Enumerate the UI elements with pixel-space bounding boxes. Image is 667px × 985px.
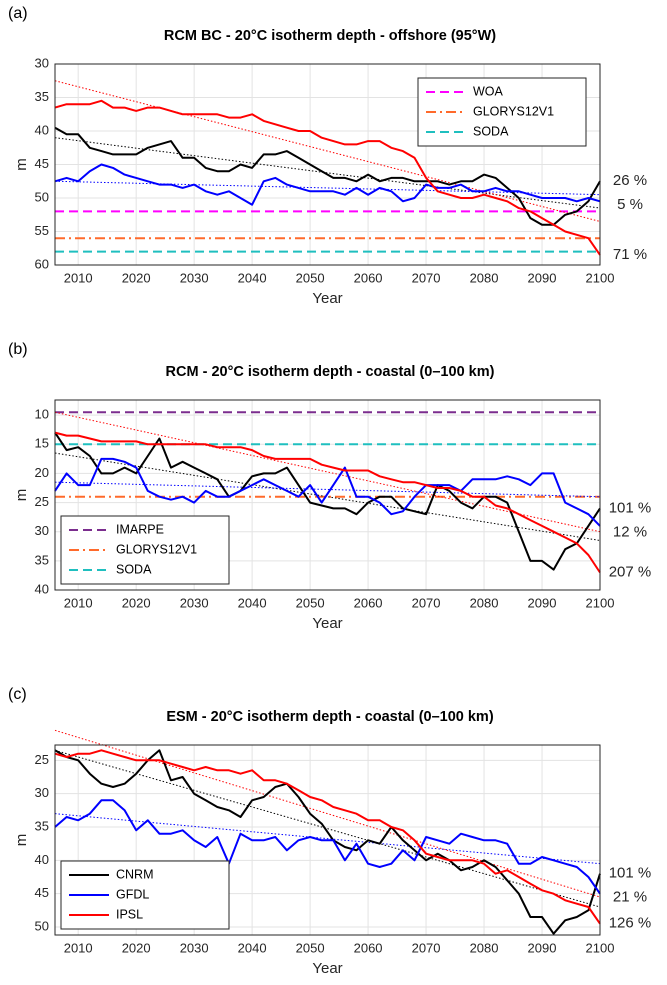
x-tick-label: 2100 xyxy=(586,595,615,610)
change-label: 101 % xyxy=(609,499,652,516)
change-label: 71 % xyxy=(613,246,647,263)
x-tick-label: 2090 xyxy=(528,595,557,610)
x-tick-label: 2040 xyxy=(238,270,267,285)
x-tick-label: 2010 xyxy=(64,940,93,955)
trend-line xyxy=(54,80,601,222)
y-tick-label: 55 xyxy=(35,223,49,238)
series-line xyxy=(54,99,601,256)
trend-line xyxy=(54,729,601,898)
axes-frame xyxy=(54,744,601,936)
panel-label: (c) xyxy=(8,686,27,703)
legend-label: CNRM xyxy=(116,867,154,881)
y-tick-label: 45 xyxy=(35,156,49,171)
y-tick-label: 60 xyxy=(35,256,49,271)
y-axis-label: m xyxy=(13,489,30,502)
x-tick-label: 2020 xyxy=(122,940,151,955)
y-tick-label: 25 xyxy=(35,752,49,767)
x-tick-label: 2080 xyxy=(470,940,499,955)
legend-label: GFDL xyxy=(116,887,149,901)
legend-label: GLORYS12V1 xyxy=(473,104,554,118)
series-line xyxy=(54,126,601,226)
x-axis-label: Year xyxy=(312,960,342,977)
change-label: 207 % xyxy=(609,563,652,580)
series-line xyxy=(54,749,601,925)
axes-frame xyxy=(54,399,601,591)
y-tick-label: 10 xyxy=(35,407,49,422)
series-line xyxy=(54,163,601,206)
x-tick-label: 2090 xyxy=(528,270,557,285)
x-tick-label: 2030 xyxy=(180,595,209,610)
y-tick-label: 40 xyxy=(35,122,49,137)
y-tick-label: 50 xyxy=(35,189,49,204)
y-tick-label: 30 xyxy=(35,785,49,800)
y-tick-label: 35 xyxy=(35,818,49,833)
y-tick-label: 45 xyxy=(35,885,49,900)
trend-line xyxy=(54,749,601,908)
y-axis-label: m xyxy=(13,834,30,847)
y-tick-label: 30 xyxy=(35,55,49,70)
x-tick-label: 2080 xyxy=(470,270,499,285)
change-label: 21 % xyxy=(613,889,647,906)
trend-line xyxy=(54,452,601,541)
x-tick-label: 2080 xyxy=(470,595,499,610)
y-tick-label: 35 xyxy=(35,89,49,104)
x-tick-label: 2070 xyxy=(412,940,441,955)
x-axis-label: Year xyxy=(312,290,342,307)
change-label: 12 % xyxy=(613,523,647,540)
legend-label: SODA xyxy=(473,124,509,138)
x-axis-label: Year xyxy=(312,615,342,632)
change-label: 26 % xyxy=(613,172,647,189)
y-tick-label: 25 xyxy=(35,494,49,509)
x-tick-label: 2060 xyxy=(354,595,383,610)
series-line xyxy=(54,431,601,574)
legend-label: IPSL xyxy=(116,907,143,921)
y-tick-label: 20 xyxy=(35,465,49,480)
y-tick-label: 40 xyxy=(35,581,49,596)
x-tick-label: 2050 xyxy=(296,940,325,955)
change-label: 126 % xyxy=(609,915,652,932)
x-tick-label: 2040 xyxy=(238,595,267,610)
y-axis-label: m xyxy=(13,158,30,171)
x-tick-label: 2060 xyxy=(354,270,383,285)
series-line xyxy=(54,749,601,935)
series-line xyxy=(54,432,601,571)
chart-title: RCM - 20°C isotherm depth - coastal (0–1… xyxy=(166,364,495,380)
x-tick-label: 2020 xyxy=(122,595,151,610)
series-line xyxy=(54,799,601,895)
x-tick-label: 2010 xyxy=(64,595,93,610)
x-tick-label: 2010 xyxy=(64,270,93,285)
legend-label: SODA xyxy=(116,562,152,576)
x-tick-label: 2100 xyxy=(586,270,615,285)
y-tick-label: 35 xyxy=(35,552,49,567)
y-tick-label: 30 xyxy=(35,523,49,538)
x-tick-label: 2060 xyxy=(354,940,383,955)
x-tick-label: 2030 xyxy=(180,940,209,955)
x-tick-label: 2050 xyxy=(296,595,325,610)
chart-title: RCM BC - 20°C isotherm depth - offshore … xyxy=(164,28,496,44)
change-label: 5 % xyxy=(617,196,643,213)
panel-label: (b) xyxy=(8,341,28,358)
x-tick-label: 2020 xyxy=(122,270,151,285)
x-tick-label: 2090 xyxy=(528,940,557,955)
chart-title: ESM - 20°C isotherm depth - coastal (0–1… xyxy=(166,709,493,725)
axes-frame xyxy=(54,63,601,266)
legend-label: GLORYS12V1 xyxy=(116,542,197,556)
x-tick-label: 2070 xyxy=(412,595,441,610)
change-label: 101 % xyxy=(609,865,652,882)
x-tick-label: 2030 xyxy=(180,270,209,285)
series-line xyxy=(54,457,601,527)
panel-label: (a) xyxy=(8,5,28,22)
legend-label: IMARPE xyxy=(116,522,164,536)
x-tick-label: 2040 xyxy=(238,940,267,955)
x-tick-label: 2050 xyxy=(296,270,325,285)
legend-label: WOA xyxy=(473,84,504,98)
y-tick-label: 40 xyxy=(35,852,49,867)
x-tick-label: 2100 xyxy=(586,940,615,955)
y-tick-label: 50 xyxy=(35,918,49,933)
x-tick-label: 2070 xyxy=(412,270,441,285)
y-tick-label: 15 xyxy=(35,436,49,451)
